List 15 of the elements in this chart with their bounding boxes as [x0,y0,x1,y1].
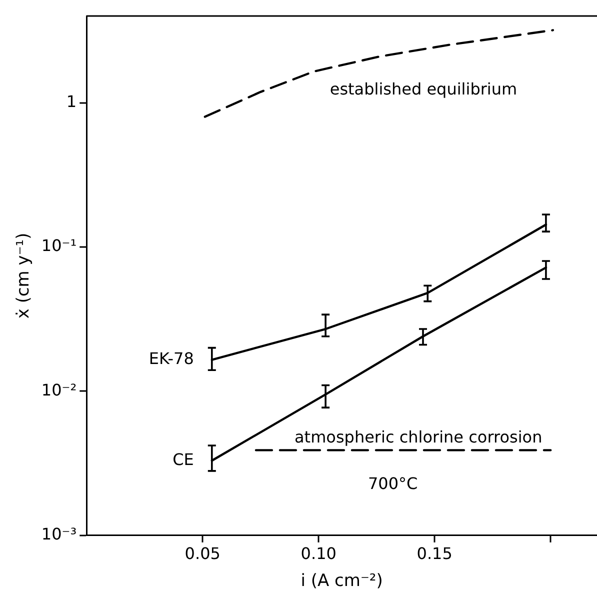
y-tick-label: 10⁻² [41,380,77,400]
x-tick-label: 0.10 [300,544,336,564]
y-tick-label: 10⁻¹ [41,236,77,256]
series-label: CE [172,450,194,469]
x-tick-label: 0.05 [184,544,220,564]
annotation: established equilibrium [330,79,518,98]
y-tick-label: 10⁻³ [41,524,77,544]
y-tick-label: 1 [66,92,77,111]
annotation: atmospheric chlorine corrosion [294,427,542,446]
annotation: 700°C [368,474,418,494]
series-label: EK-78 [148,349,194,368]
y-axis-title: ẋ (cm y⁻¹) [14,232,34,319]
line-series [204,29,554,118]
x-tick-label: 0.15 [416,544,452,564]
x-axis-title: i (A cm⁻²) [300,571,383,592]
